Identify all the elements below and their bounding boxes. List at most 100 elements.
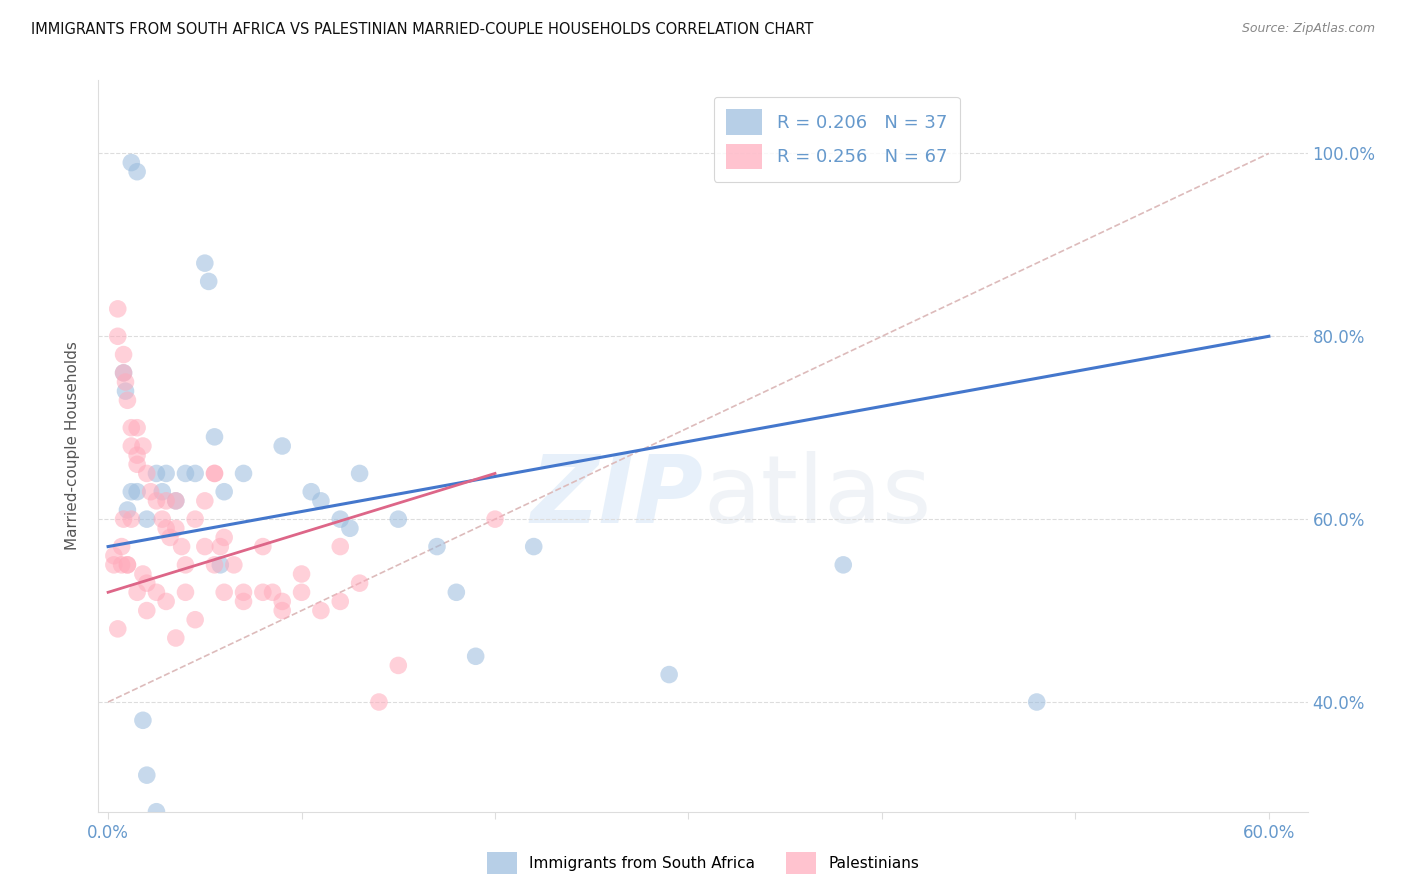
Point	[170, 540, 193, 554]
Point	[174, 585, 197, 599]
Point	[135, 603, 157, 617]
Point	[112, 366, 135, 380]
Point	[120, 484, 142, 499]
Point	[112, 348, 135, 362]
Point	[329, 540, 352, 554]
Point	[127, 457, 149, 471]
Point	[127, 484, 149, 499]
Point	[120, 155, 142, 169]
Point	[523, 540, 546, 554]
Point	[150, 484, 173, 499]
Text: atlas: atlas	[703, 451, 931, 543]
Point	[658, 667, 681, 681]
Point	[204, 430, 226, 444]
Point	[127, 585, 149, 599]
Point	[155, 494, 177, 508]
Point	[194, 540, 217, 554]
Point	[329, 512, 352, 526]
Point	[174, 558, 197, 572]
Text: IMMIGRANTS FROM SOUTH AFRICA VS PALESTINIAN MARRIED-COUPLE HOUSEHOLDS CORRELATIO: IMMIGRANTS FROM SOUTH AFRICA VS PALESTIN…	[31, 22, 813, 37]
Point	[135, 576, 157, 591]
Point	[139, 484, 162, 499]
Point	[145, 467, 167, 481]
Point	[135, 768, 157, 782]
Point	[349, 467, 371, 481]
Point	[103, 558, 125, 572]
Text: ZIP: ZIP	[530, 451, 703, 543]
Point	[114, 375, 136, 389]
Point	[132, 567, 155, 582]
Point	[194, 256, 217, 270]
Point	[271, 439, 294, 453]
Point	[222, 558, 245, 572]
Legend: R = 0.206   N = 37, R = 0.256   N = 67: R = 0.206 N = 37, R = 0.256 N = 67	[714, 96, 960, 182]
Point	[127, 421, 149, 435]
Point	[309, 603, 332, 617]
Point	[464, 649, 486, 664]
Point	[112, 512, 135, 526]
Point	[117, 558, 139, 572]
Point	[209, 558, 232, 572]
Point	[271, 603, 294, 617]
Point	[387, 512, 409, 526]
Point	[174, 467, 197, 481]
Point	[209, 540, 232, 554]
Point	[194, 494, 217, 508]
Point	[832, 558, 855, 572]
Point	[150, 512, 173, 526]
Point	[135, 512, 157, 526]
Point	[127, 448, 149, 462]
Point	[107, 622, 129, 636]
Point	[197, 275, 219, 289]
Point	[184, 467, 207, 481]
Point	[1025, 695, 1047, 709]
Point	[252, 540, 274, 554]
Point	[339, 521, 361, 535]
Point	[155, 467, 177, 481]
Point	[484, 512, 506, 526]
Point	[387, 658, 409, 673]
Point	[232, 585, 254, 599]
Text: Source: ZipAtlas.com: Source: ZipAtlas.com	[1241, 22, 1375, 36]
Point	[426, 540, 449, 554]
Point	[165, 494, 187, 508]
Point	[145, 585, 167, 599]
Point	[165, 631, 187, 645]
Point	[120, 439, 142, 453]
Point	[132, 439, 155, 453]
Point	[159, 530, 181, 544]
Point	[212, 585, 235, 599]
Point	[165, 494, 187, 508]
Point	[111, 540, 134, 554]
Point	[145, 494, 167, 508]
Point	[114, 384, 136, 398]
Point	[309, 494, 332, 508]
Point	[117, 393, 139, 408]
Point	[145, 805, 167, 819]
Point	[212, 530, 235, 544]
Point	[132, 714, 155, 728]
Point	[127, 164, 149, 178]
Point	[112, 366, 135, 380]
Point	[204, 467, 226, 481]
Point	[107, 329, 129, 343]
Point	[117, 503, 139, 517]
Point	[111, 558, 134, 572]
Point	[120, 421, 142, 435]
Point	[329, 594, 352, 608]
Point	[252, 585, 274, 599]
Point	[299, 484, 322, 499]
Point	[232, 467, 254, 481]
Point	[349, 576, 371, 591]
Point	[446, 585, 468, 599]
Point	[135, 467, 157, 481]
Point	[212, 484, 235, 499]
Point	[184, 512, 207, 526]
Y-axis label: Married-couple Households: Married-couple Households	[65, 342, 80, 550]
Legend: Immigrants from South Africa, Palestinians: Immigrants from South Africa, Palestinia…	[481, 846, 925, 880]
Point	[232, 594, 254, 608]
Point	[262, 585, 284, 599]
Point	[204, 467, 226, 481]
Point	[103, 549, 125, 563]
Point	[184, 613, 207, 627]
